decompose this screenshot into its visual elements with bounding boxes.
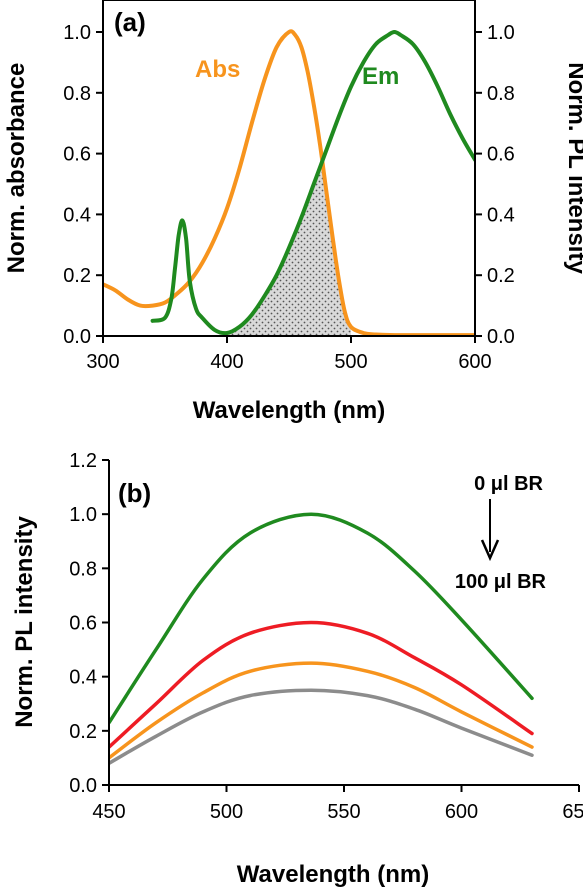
x-tick-label: 300: [86, 351, 119, 373]
x-tick-label: 600: [445, 801, 478, 823]
series-label-em: Em: [362, 63, 399, 90]
panel-a: 300 400 500 600 0.0 0.2 0.4 0.6 0.8 1.0 0.0 0.2 0.…: [3, 0, 583, 424]
y-tick-label-right: 1.0: [487, 22, 515, 44]
y-tick-label: 0.4: [63, 204, 91, 226]
x-tick-label: 550: [327, 801, 360, 823]
series-line-abs: [103, 29, 475, 336]
pl-curve-2: [109, 661, 534, 760]
x-tick-label: 650: [562, 801, 583, 823]
x-axis-title-b: Wavelength (nm): [237, 861, 429, 888]
y-tick-label: 1.0: [69, 504, 97, 526]
y-tick-label-right: 0.8: [487, 83, 515, 105]
trend-arrowhead: [480, 539, 500, 562]
series-line-em: [150, 30, 475, 336]
y-tick-label: 0.8: [63, 83, 91, 105]
y-tick-label: 0.6: [69, 613, 97, 635]
y-tick-label: 0.6: [63, 144, 91, 166]
pl-curve-0: [109, 512, 534, 725]
y-tick-label: 0.2: [63, 265, 91, 287]
y-tick-label: 0.4: [69, 667, 97, 689]
series-label-abs: Abs: [195, 56, 240, 83]
y-tick-label-right: 0.2: [487, 265, 515, 287]
x-tick-label: 500: [210, 801, 243, 823]
y-tick-label-right: 0.0: [487, 326, 515, 348]
x-tick-label: 600: [458, 351, 491, 373]
pl-curve-3: [109, 688, 534, 766]
x-tick-label: 500: [334, 351, 367, 373]
y-tick-label: 0.2: [69, 721, 97, 743]
y-tick-label: 0.0: [63, 326, 91, 348]
x-axis-title-a: Wavelength (nm): [193, 397, 385, 424]
y-axis-title-b: Norm. PL intensity: [11, 516, 38, 728]
y-axis-title-right-a: Norm. PL intensity: [563, 62, 583, 274]
y-tick-label-right: 0.4: [487, 204, 515, 226]
y-tick-label: 0.8: [69, 558, 97, 580]
y-tick-label: 1.2: [69, 450, 97, 472]
plot-frame-a: [102, 0, 476, 337]
annotation-top: 0 μl BR: [474, 473, 543, 495]
y-tick-label-right: 0.6: [487, 144, 515, 166]
annotation-bottom: 100 μl BR: [455, 571, 547, 593]
y-tick-label: 1.0: [63, 22, 91, 44]
panel-b: 450 500 550 600 650 0.0 0.2 0.4 0.6 0.8 1.0 1.2 (b…: [11, 450, 583, 888]
panel-label-a: (a): [114, 7, 146, 37]
panel-label-b: (b): [118, 478, 151, 508]
x-tick-label: 450: [92, 801, 125, 823]
y-tick-label: 0.0: [69, 775, 97, 797]
y-axis-title-a: Norm. absorbance: [3, 63, 30, 274]
x-tick-label: 400: [210, 351, 243, 373]
pl-curve-1: [109, 620, 534, 749]
